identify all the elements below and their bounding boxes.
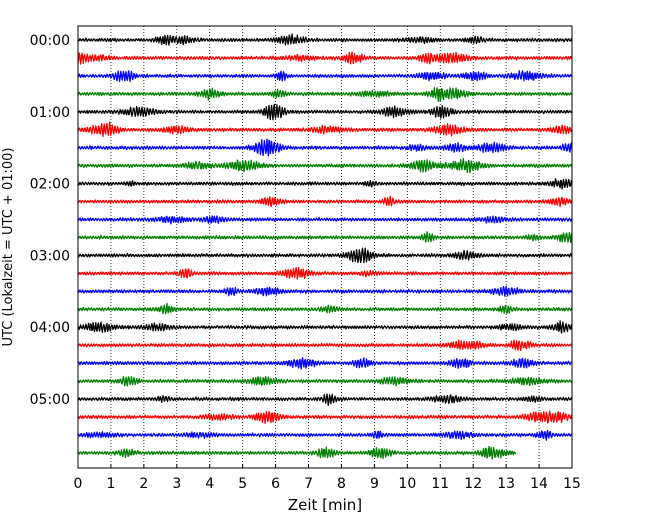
trace-0345 xyxy=(77,302,573,315)
x-tick-label-13: 13 xyxy=(497,476,515,492)
x-tick-label-11: 11 xyxy=(431,476,449,492)
y-tick-label-04:00: 04:00 xyxy=(30,320,70,336)
trace-0015 xyxy=(77,51,573,65)
x-tick-label-5: 5 xyxy=(238,476,247,492)
plot-frame xyxy=(77,25,573,469)
trace-0130 xyxy=(77,138,573,157)
x-tick-label-12: 12 xyxy=(464,476,482,492)
x-tick-label-10: 10 xyxy=(398,476,416,492)
trace-0315 xyxy=(77,266,573,280)
trace-0230 xyxy=(77,215,573,225)
x-tick-label-1: 1 xyxy=(106,476,115,492)
trace-0515 xyxy=(77,410,573,424)
x-axis-label: Zeit [min] xyxy=(288,496,362,514)
y-tick-label-03:00: 03:00 xyxy=(30,248,70,264)
y-tick-label-02:00: 02:00 xyxy=(30,177,70,193)
x-tick-label-0: 0 xyxy=(74,476,83,492)
trace-0115 xyxy=(77,121,573,138)
x-tick-label-4: 4 xyxy=(205,476,214,492)
trace-0445 xyxy=(77,375,573,387)
trace-0045 xyxy=(77,86,573,103)
trace-0215 xyxy=(77,195,573,208)
x-tick-label-9: 9 xyxy=(370,476,379,492)
trace-0330 xyxy=(77,285,573,297)
trace-0415 xyxy=(77,339,573,352)
x-tick-label-3: 3 xyxy=(172,476,181,492)
y-tick-label-05:00: 05:00 xyxy=(30,392,70,408)
trace-0300 xyxy=(77,247,573,264)
trace-0100 xyxy=(77,103,573,121)
trace-0145 xyxy=(77,157,573,174)
y-axis-ticks: 00:00 01:00 02:00 03:00 04:00 05:00 xyxy=(30,33,82,408)
y-tick-label-00:00: 00:00 xyxy=(30,33,70,49)
trace-0245 xyxy=(77,231,573,244)
trace-0530 xyxy=(77,429,573,441)
trace-0030 xyxy=(77,70,573,83)
trace-0200 xyxy=(77,178,573,190)
y-tick-label-01:00: 01:00 xyxy=(30,105,70,121)
x-tick-label-8: 8 xyxy=(337,476,346,492)
x-tick-label-2: 2 xyxy=(139,476,148,492)
seismic-traces xyxy=(77,33,573,460)
x-tick-label-6: 6 xyxy=(271,476,280,492)
x-tick-label-14: 14 xyxy=(530,476,548,492)
x-tick-label-15: 15 xyxy=(563,476,581,492)
trace-0400 xyxy=(77,320,573,334)
trace-0500 xyxy=(77,393,573,407)
trace-0545 xyxy=(77,445,517,460)
y-axis-label: UTC (Lokalzeit = UTC + 01:00) xyxy=(1,148,16,347)
trace-0000 xyxy=(77,33,573,46)
x-axis-ticks: 0 1 2 3 4 5 6 7 8 9 10 11 12 13 14 15 xyxy=(74,464,581,492)
trace-0430 xyxy=(77,356,573,370)
x-tick-label-7: 7 xyxy=(304,476,313,492)
